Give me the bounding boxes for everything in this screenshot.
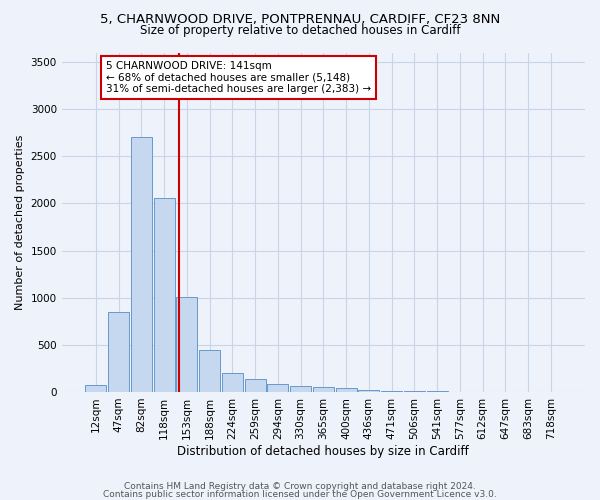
Bar bbox=[404, 391, 425, 392]
Text: Contains public sector information licensed under the Open Government Licence v3: Contains public sector information licen… bbox=[103, 490, 497, 499]
Bar bbox=[245, 379, 266, 392]
Text: 5, CHARNWOOD DRIVE, PONTPRENNAU, CARDIFF, CF23 8NN: 5, CHARNWOOD DRIVE, PONTPRENNAU, CARDIFF… bbox=[100, 12, 500, 26]
Bar bbox=[268, 384, 289, 392]
Text: 5 CHARNWOOD DRIVE: 141sqm
← 68% of detached houses are smaller (5,148)
31% of se: 5 CHARNWOOD DRIVE: 141sqm ← 68% of detac… bbox=[106, 61, 371, 94]
Bar bbox=[313, 387, 334, 392]
Bar bbox=[199, 350, 220, 392]
Text: Size of property relative to detached houses in Cardiff: Size of property relative to detached ho… bbox=[140, 24, 460, 37]
Bar bbox=[222, 372, 243, 392]
Bar bbox=[335, 388, 356, 392]
Bar bbox=[108, 312, 129, 392]
Bar bbox=[85, 385, 106, 392]
Bar bbox=[176, 296, 197, 392]
Bar bbox=[358, 390, 379, 392]
Y-axis label: Number of detached properties: Number of detached properties bbox=[15, 134, 25, 310]
Bar bbox=[131, 138, 152, 392]
Bar bbox=[290, 386, 311, 392]
Bar bbox=[154, 198, 175, 392]
Text: Contains HM Land Registry data © Crown copyright and database right 2024.: Contains HM Land Registry data © Crown c… bbox=[124, 482, 476, 491]
Bar bbox=[381, 391, 402, 392]
X-axis label: Distribution of detached houses by size in Cardiff: Distribution of detached houses by size … bbox=[178, 444, 469, 458]
